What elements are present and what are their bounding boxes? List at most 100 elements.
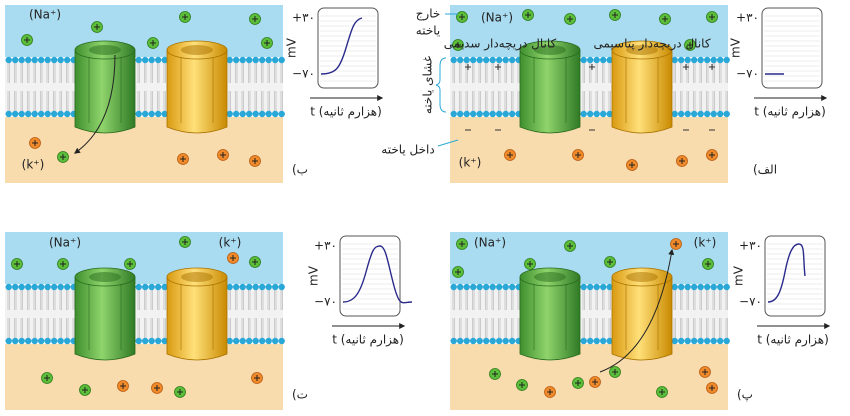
lipid-head (710, 337, 717, 345)
lipid-tails (14, 290, 17, 338)
lipid-tails (46, 63, 49, 111)
lipid-head (161, 283, 168, 291)
lipid-head (476, 337, 483, 345)
lipid-head (38, 283, 45, 291)
lipid-head (161, 337, 168, 345)
panel: (Na⁺) (k⁺) (450, 5, 730, 183)
lipid-head (580, 337, 587, 345)
lipid-tails (235, 290, 238, 338)
potassium-label: (k⁺) (22, 158, 45, 172)
lipid-tails (595, 63, 598, 111)
lipid-tails (589, 63, 592, 111)
sodium-ion (489, 368, 501, 380)
sodium-ion (41, 372, 53, 384)
ion-sign (459, 14, 465, 20)
lipid-tails (719, 63, 722, 111)
lipid-head (31, 56, 38, 64)
lipid-head (717, 110, 724, 118)
lipid-head (496, 110, 503, 118)
lipid-tails (465, 290, 468, 338)
sodium-ion (609, 366, 621, 378)
potassium-ion (251, 372, 263, 384)
lipid-tails (27, 290, 30, 338)
lipid-head (704, 283, 711, 291)
tick-top: +۳۰ (739, 239, 762, 253)
potassium-ion (626, 159, 638, 171)
lipid-head (31, 283, 38, 291)
lipid-tails (228, 63, 231, 111)
channel-pore (626, 272, 658, 282)
lipid-tails (53, 63, 56, 111)
lipid-tails (608, 63, 611, 111)
lipid-tails (589, 290, 592, 338)
ion-path (599, 248, 675, 373)
ion-sign (612, 369, 618, 375)
lipid-head (233, 56, 240, 64)
ion-sign (177, 389, 183, 395)
positive-charge (465, 64, 471, 70)
lipid-tails (680, 290, 683, 338)
channel-groove (180, 57, 214, 123)
extracellular (450, 5, 728, 57)
lipid-head (155, 283, 162, 291)
lipid-head (476, 56, 483, 64)
lipid-tails (241, 63, 244, 111)
lipid-head (697, 283, 704, 291)
channel-body (611, 276, 673, 361)
lipid-head (587, 110, 594, 118)
ion-sign (44, 375, 50, 381)
channel-groove (180, 284, 214, 350)
lipid-head (600, 110, 607, 118)
lipid-tails (498, 63, 501, 111)
sodium-ion (702, 258, 714, 270)
lipid-head (483, 337, 490, 345)
channel-groove (533, 284, 567, 350)
lipid-tails (582, 290, 585, 338)
lipid-head (57, 56, 64, 64)
lipid-tails (163, 63, 166, 111)
channel-groove (88, 57, 122, 123)
lipid-tails (261, 63, 264, 111)
lipid-head (457, 56, 464, 64)
lipid-tails (608, 290, 611, 338)
ion-sign (592, 379, 598, 385)
lipid-head (226, 56, 233, 64)
lipid-head (470, 56, 477, 64)
channel (74, 40, 136, 134)
lipid-head (239, 283, 246, 291)
x-axis-label: t (هزارم ثانیه) (754, 105, 826, 120)
ion-sign (519, 382, 525, 388)
lipid-tails (712, 63, 715, 111)
lipid-head (600, 56, 607, 64)
lipid-tails (274, 63, 277, 111)
ion-sign (24, 37, 30, 43)
potassium-ion (699, 366, 711, 378)
lipid-head (483, 56, 490, 64)
lipid-head (226, 110, 233, 118)
lipid-head (496, 337, 503, 345)
potassium-label: (k⁺) (694, 236, 717, 250)
lipid-head (25, 110, 32, 118)
potassium-ion (670, 238, 682, 250)
channel-body (519, 49, 581, 134)
lipid-tails (693, 290, 696, 338)
lipid-head (678, 110, 685, 118)
sodium-ion (522, 9, 534, 21)
lipid-head (155, 337, 162, 345)
lipid-head (135, 337, 142, 345)
lipid-head (697, 337, 704, 345)
lipid-head (278, 283, 285, 291)
lipid-head (476, 283, 483, 291)
lipid-tails (163, 290, 166, 338)
extracellular (450, 232, 728, 284)
ion-sign (709, 152, 715, 158)
lipid-head (606, 110, 613, 118)
lipid-head (25, 337, 32, 345)
lipid-head (265, 283, 272, 291)
ion-sign (127, 261, 133, 267)
sodium-ion (249, 13, 261, 25)
channel-groove (533, 57, 567, 123)
lipid-tails (228, 290, 231, 338)
lipid-head (272, 283, 279, 291)
